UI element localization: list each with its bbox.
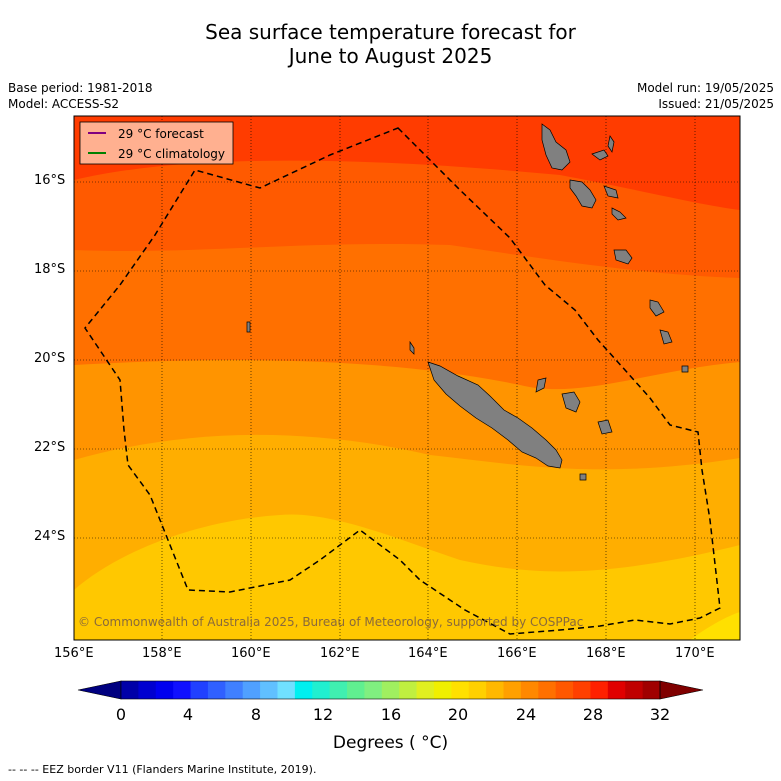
legend-box: 29 °C forecast 29 °C climatology xyxy=(79,121,234,165)
colorbar-swatch xyxy=(138,681,157,699)
colorbar-swatch xyxy=(573,681,591,699)
colorbar-tick-16: 16 xyxy=(380,705,402,724)
model-name: Model: ACCESS-S2 xyxy=(8,97,120,111)
tanna-island xyxy=(649,299,665,317)
colorbar-swatch xyxy=(329,681,348,699)
colorbar-swatch xyxy=(468,681,487,699)
colorbar-swatch xyxy=(277,681,296,699)
colorbar-swatch xyxy=(121,681,139,699)
colorbar-tick-28: 28 xyxy=(582,705,604,724)
copyright-text: © Commonwealth of Australia 2025, Bureau… xyxy=(78,615,583,629)
colorbar-swatch xyxy=(190,681,209,699)
colorbar-tick-8: 8 xyxy=(250,705,262,724)
map-frame xyxy=(73,115,741,641)
colorbar-tick-20: 20 xyxy=(447,705,469,724)
ouvea-island xyxy=(535,377,547,393)
colorbar-swatch xyxy=(155,681,174,699)
mare-island xyxy=(597,419,613,435)
band-24c xyxy=(74,514,740,640)
matthew-island xyxy=(681,365,689,373)
colorbar-swatch xyxy=(503,681,522,699)
belep-islands xyxy=(409,340,415,355)
graticule xyxy=(74,116,740,640)
chesterfield-islands xyxy=(246,321,251,333)
lon-label-164e: 164°E xyxy=(408,646,448,661)
malakula-island xyxy=(569,179,597,209)
eez-footnote: -- -- -- EEZ border V11 (Flanders Marine… xyxy=(8,763,317,776)
colorbar-swatch xyxy=(312,681,331,699)
colorbar-tick-32: 32 xyxy=(649,705,671,724)
colorbar-swatch xyxy=(294,681,313,699)
colorbar-low-extend xyxy=(77,680,122,700)
base-period: Base period: 1981-2018 xyxy=(8,81,153,95)
island-small-2 xyxy=(607,135,615,153)
colorbar-swatch xyxy=(364,681,383,699)
island-small-3 xyxy=(603,185,619,199)
map-title-line1: Sea surface temperature forecast for xyxy=(205,20,576,44)
colorbar-high-extend xyxy=(659,680,704,700)
colorbar-frame xyxy=(120,680,661,700)
legend-forecast-label: 29 °C forecast xyxy=(118,127,204,141)
lon-label-162e: 162°E xyxy=(320,646,360,661)
lat-label-24s: 24°S xyxy=(34,529,66,544)
colorbar-swatch xyxy=(242,681,261,699)
lon-label-158e: 158°E xyxy=(142,646,182,661)
efate-island xyxy=(611,207,627,221)
eez-border xyxy=(84,127,721,635)
lon-label-170e: 170°E xyxy=(675,646,715,661)
lat-label-18s: 18°S xyxy=(34,262,66,277)
colorbar-tick-12: 12 xyxy=(312,705,334,724)
colorbar xyxy=(77,680,704,700)
band-23c xyxy=(690,612,740,640)
erromango-island xyxy=(613,249,633,265)
colorbar-swatch xyxy=(642,681,661,699)
colorbar-tick-24: 24 xyxy=(515,705,537,724)
colorbar-swatch xyxy=(225,681,244,699)
colorbar-swatch xyxy=(451,681,470,699)
espiritu-santo-island xyxy=(541,123,571,171)
lat-label-16s: 16°S xyxy=(34,173,66,188)
colorbar-tick-0: 0 xyxy=(115,705,127,724)
colorbar-swatch xyxy=(555,681,574,699)
colorbar-swatch xyxy=(538,681,557,699)
colorbar-swatch xyxy=(625,681,644,699)
legend-climatology-label: 29 °C climatology xyxy=(118,147,225,161)
colorbar-swatch xyxy=(607,681,626,699)
isle-of-pines xyxy=(579,473,587,481)
new-caledonia xyxy=(427,361,563,469)
issued-date: Issued: 21/05/2025 xyxy=(658,97,774,111)
colorbar-swatch xyxy=(520,681,539,699)
map-title-line2: June to August 2025 xyxy=(288,44,493,68)
lon-label-166e: 166°E xyxy=(497,646,537,661)
lat-label-22s: 22°S xyxy=(34,440,66,455)
lon-label-160e: 160°E xyxy=(231,646,271,661)
colorbar-swatch xyxy=(486,681,505,699)
colorbar-units-label: Degrees ( °C) xyxy=(332,733,449,753)
colorbar-swatch xyxy=(260,681,278,699)
colorbar-swatch xyxy=(381,681,400,699)
lifou-island xyxy=(561,391,581,413)
colorbar-swatch xyxy=(399,681,418,699)
lat-label-20s: 20°S xyxy=(34,351,66,366)
island-small-1 xyxy=(591,149,609,161)
colorbar-swatch xyxy=(347,681,365,699)
colorbar-swatch xyxy=(173,681,192,699)
colorbar-tick-4: 4 xyxy=(182,705,194,724)
lon-label-168e: 168°E xyxy=(586,646,626,661)
colorbar-swatch xyxy=(207,681,226,699)
lon-label-156e: 156°E xyxy=(54,646,94,661)
aneityum-island xyxy=(659,329,673,345)
colorbar-swatch xyxy=(433,681,452,699)
sst-contour-bands xyxy=(74,116,740,640)
model-run: Model run: 19/05/2025 xyxy=(636,81,774,95)
landmasses xyxy=(246,123,689,481)
colorbar-swatch xyxy=(416,681,435,699)
colorbar-swatch xyxy=(590,681,609,699)
